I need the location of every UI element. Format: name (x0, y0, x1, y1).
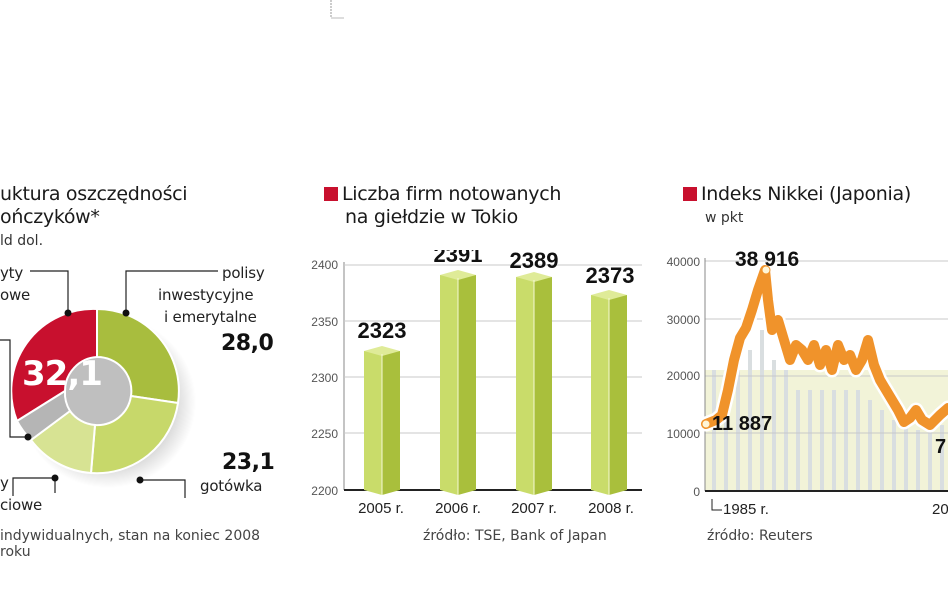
nikkei-source: źródło: Reuters (707, 528, 813, 544)
red-square-icon (324, 187, 338, 201)
bar-value-2007: 2389 (510, 250, 559, 273)
firms-title-line1: Liczba firm notowanych (324, 183, 561, 205)
bar-2005 (364, 346, 400, 495)
bar-2008 (591, 290, 627, 495)
nikkei-line (701, 265, 948, 430)
ytick-10000: 10000 (667, 427, 701, 441)
peak-label: 38 916 (735, 250, 799, 271)
bar-2006 (440, 270, 476, 495)
label-polisy-2: inwestycyjne (158, 286, 254, 304)
nikkei-title: Indeks Nikkei (Japonia) (683, 183, 911, 205)
label-lokaty-2: owe (0, 286, 31, 304)
red-square-icon (683, 187, 697, 201)
xlabel-end: 20 (932, 501, 948, 518)
label-papiery-2: ciowe (0, 496, 43, 514)
label-papiery-1: y (0, 474, 9, 492)
panel-savings: uktura oszczędności ończyków* ld dol. yt… (0, 0, 290, 593)
nikkei-unit: w pkt (705, 210, 744, 226)
line-chart: 40000 30000 20000 10000 0 (667, 250, 948, 518)
savings-unit: ld dol. (0, 233, 44, 249)
value-lokaty: 32,1 (22, 354, 103, 394)
start-label: 11 887 (712, 413, 772, 435)
end-label: 7 (935, 436, 946, 458)
label-polisy-3: i emerytalne (164, 308, 257, 326)
label-polisy-1: polisy (222, 264, 265, 282)
xlabel-2005: 2005 r. (358, 500, 404, 517)
xlabel-2006: 2006 r. (435, 500, 481, 517)
ytick-30000: 30000 (667, 313, 701, 327)
savings-title-line1: uktura oszczędności (0, 183, 188, 205)
label-lokaty-1: yty (0, 264, 24, 282)
panel-nikkei: Indeks Nikkei (Japonia) w pkt 40000 3000… (650, 0, 948, 593)
firms-title-line2: na giełdzie w Tokio (345, 206, 518, 228)
slice-lokaty (10, 307, 98, 423)
nikkei-title-text: Indeks Nikkei (Japonia) (701, 183, 911, 205)
slice-polisy (96, 307, 180, 405)
firms-source: źródło: TSE, Bank of Japan (423, 528, 607, 544)
bar-value-2006: 2391 (434, 250, 483, 267)
donut-chart (0, 270, 218, 498)
label-gotowka: gotówka (200, 477, 263, 495)
value-gotowka: 23,1 (222, 450, 275, 475)
ytick-2350: 2350 (311, 315, 338, 329)
bar-chart: 2400 2350 2300 2250 2200 (311, 250, 642, 517)
firms-title-text: Liczba firm notowanych (342, 183, 562, 205)
bar-value-2008: 2373 (586, 263, 635, 288)
ytick-0: 0 (693, 485, 700, 499)
ytick-20000: 20000 (667, 369, 701, 383)
corner-marker (330, 0, 344, 19)
value-polisy: 28,0 (221, 331, 274, 356)
bar-2007 (516, 272, 552, 495)
ytick-2300: 2300 (311, 371, 338, 385)
savings-title-line2: ończyków* (0, 206, 100, 228)
bar-value-2005: 2323 (358, 318, 407, 343)
panel-listed-firms: Liczba firm notowanych na giełdzie w Tok… (300, 0, 650, 593)
slice-gotowka (89, 394, 180, 475)
slice-inne (15, 389, 72, 442)
ytick-40000: 40000 (667, 255, 701, 269)
xlabel-2008: 2008 r. (588, 500, 634, 517)
ytick-2400: 2400 (311, 258, 338, 272)
ytick-2200: 2200 (311, 484, 338, 498)
xlabel-2007: 2007 r. (511, 500, 557, 517)
xlabel-start: 1985 r. (723, 501, 769, 518)
savings-footnote: indywidualnych, stan na koniec 2008 roku (0, 528, 261, 560)
ytick-2250: 2250 (311, 427, 338, 441)
